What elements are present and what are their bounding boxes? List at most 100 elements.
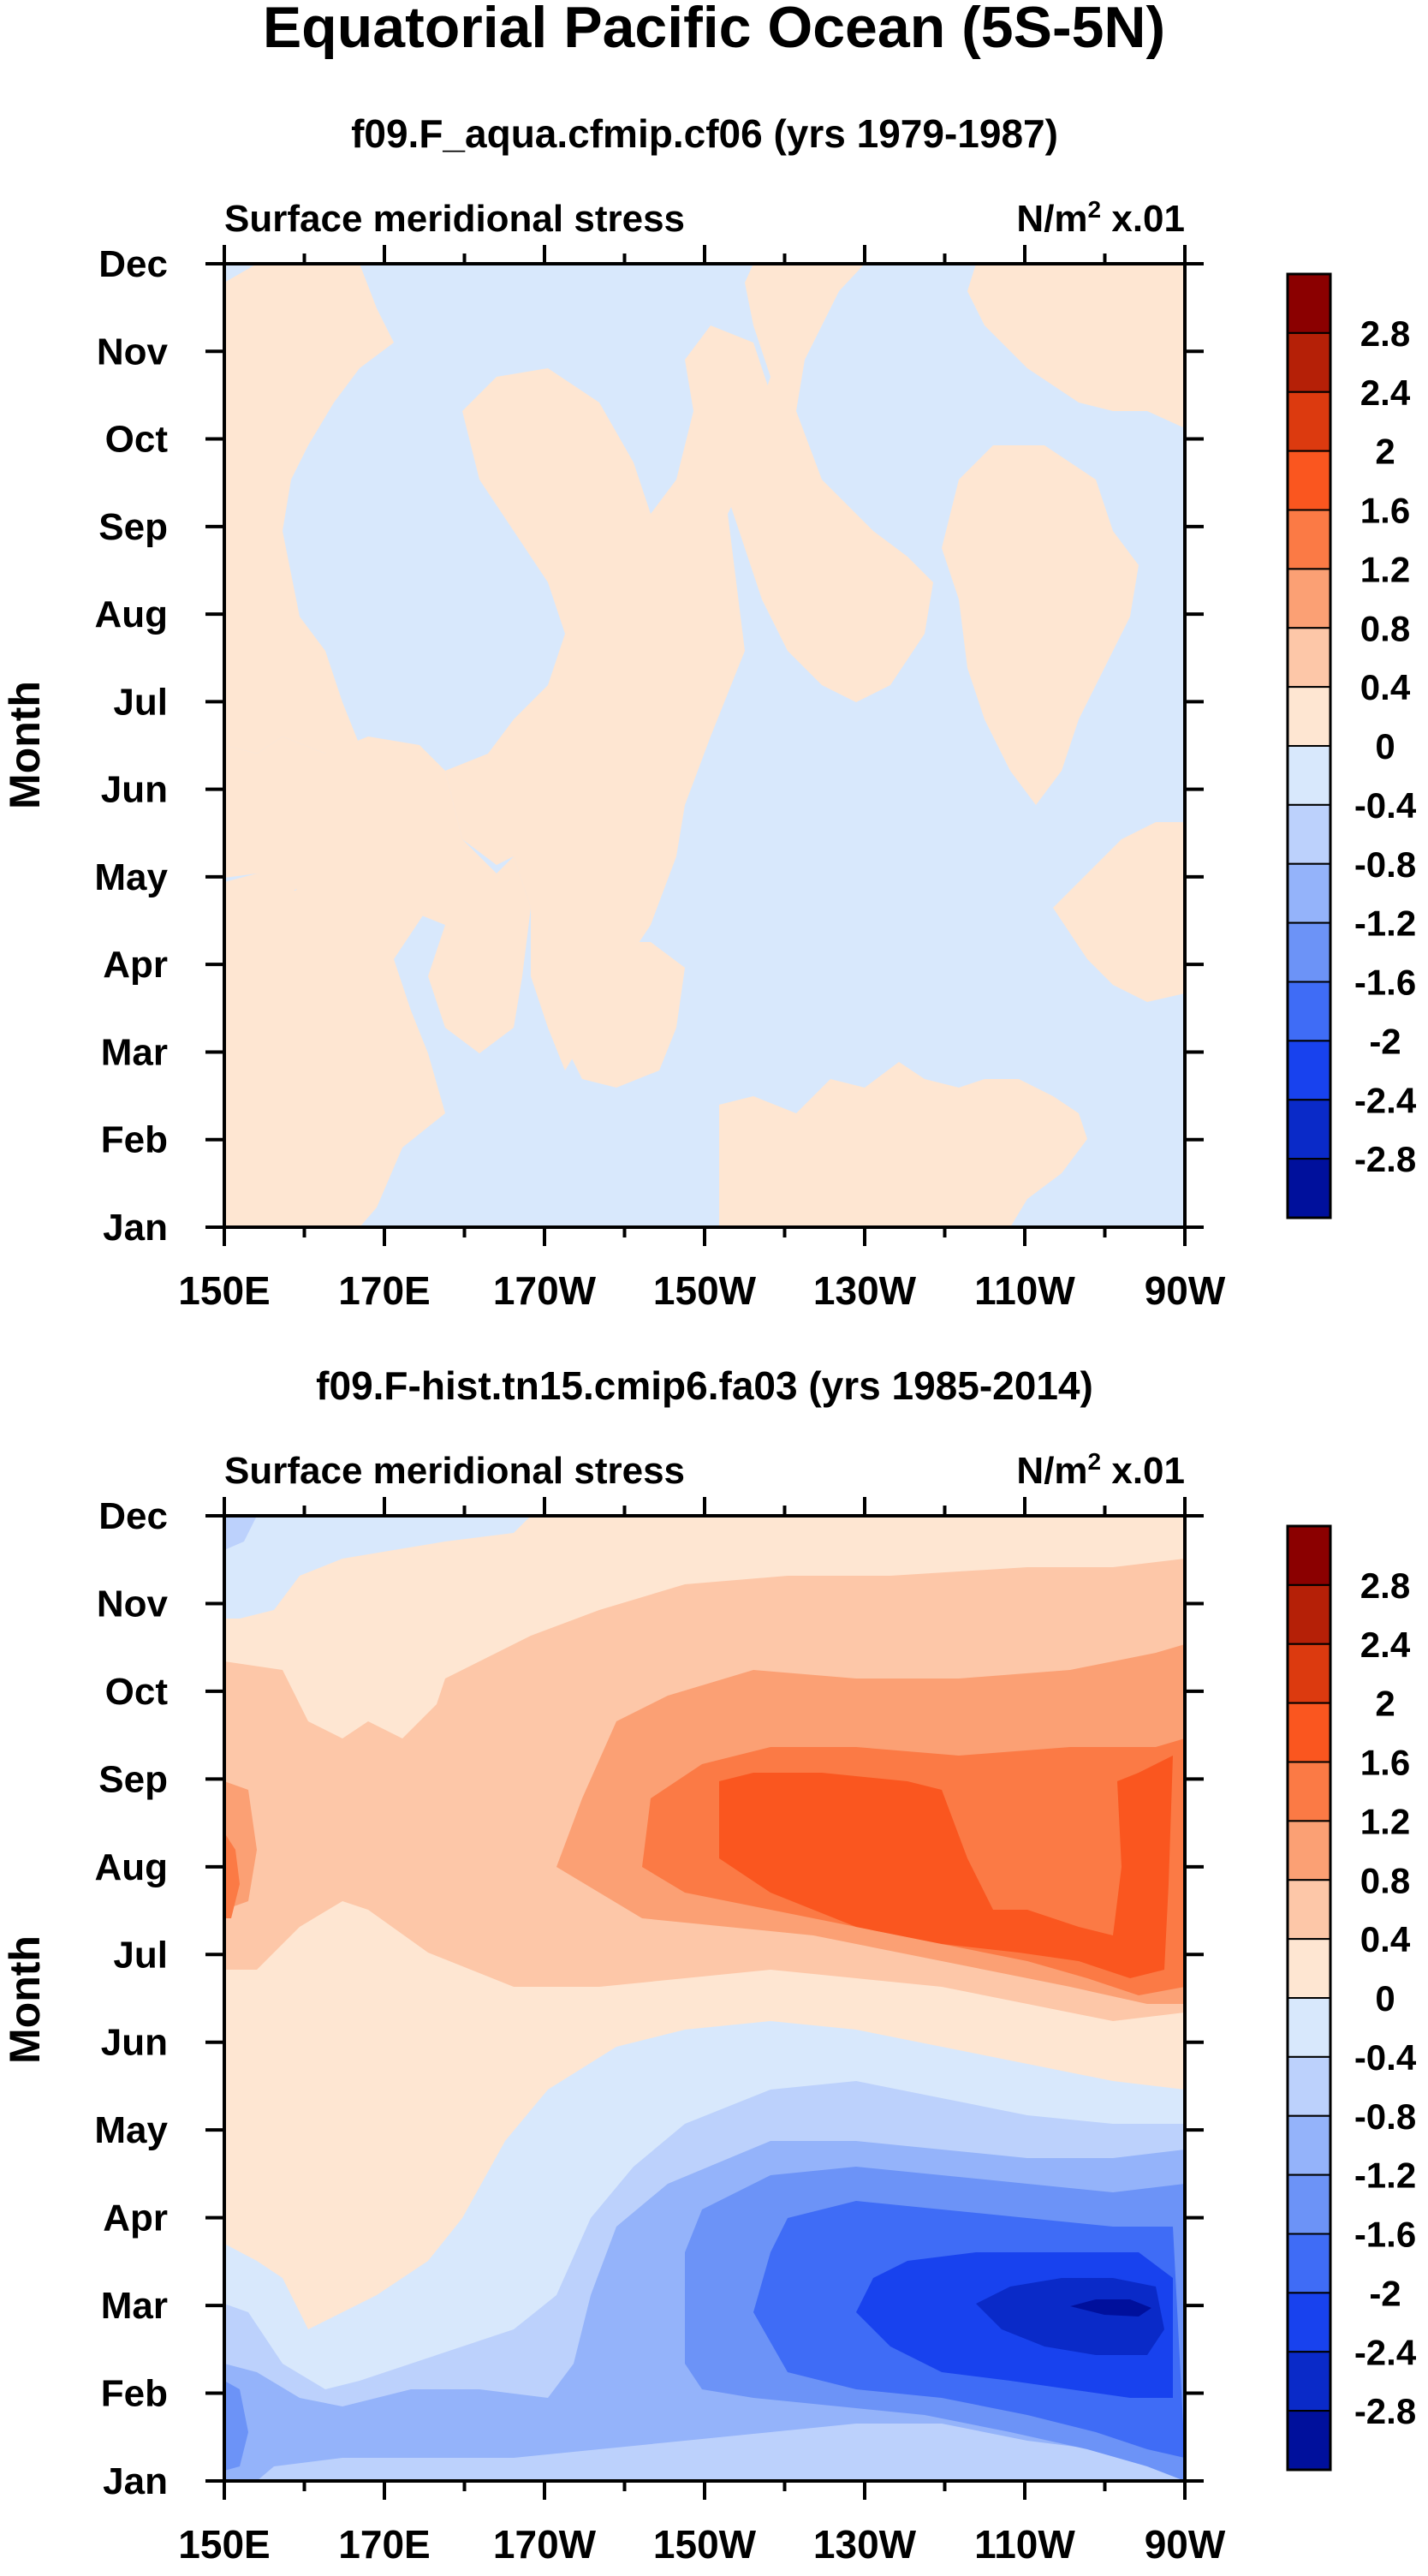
- colorbar-frame: [1286, 1524, 1332, 2472]
- colorbar-swatch: [1287, 2174, 1331, 2235]
- colorbar-swatch: [1287, 2292, 1331, 2353]
- panel-2-month-labels: Jan Feb Mar Apr May Jun Jul Aug Sep Oct Nov Dec: [94, 1495, 168, 2502]
- colorbar-label: -1.2: [1354, 2156, 1416, 2196]
- panel-1-contour-positive-east-mid: [942, 445, 1139, 805]
- month-label-dec: Dec: [98, 243, 168, 285]
- colorbar-label: -2.4: [1354, 2332, 1417, 2372]
- panel-2-units: N/m2 x.01: [1016, 1448, 1185, 1492]
- panel-1-longitude-labels: 150E 170E 170W 150W 130W 110W 90W: [178, 1268, 1226, 1313]
- month-label-sep: Sep: [98, 1758, 168, 1800]
- panel-1-contour-positive-east-north: [728, 264, 933, 702]
- colorbar-label: -2: [1369, 2273, 1401, 2313]
- colorbar-swatch: [1287, 568, 1331, 629]
- month-label-jul: Jul: [113, 1934, 168, 1976]
- colorbar-swatch: [1287, 273, 1331, 334]
- colorbar-swatch: [1287, 686, 1331, 747]
- colorbar-swatch: [1287, 1997, 1331, 2058]
- colorbar-label: 1.6: [1360, 491, 1410, 531]
- colorbar-label: -1.6: [1354, 963, 1416, 1003]
- colorbar-label: 0.4: [1360, 1919, 1411, 1959]
- colorbar-swatch: [1287, 981, 1331, 1042]
- colorbar-swatch: [1287, 1820, 1331, 1881]
- panel-2-contour-neg-northwest: [224, 1516, 531, 1619]
- month-label-nov: Nov: [97, 331, 169, 373]
- panel-2-variable-label: Surface meridional stress: [224, 1450, 685, 1492]
- panel-2-colorbar: 2.8 2.4 2 1.6 1.2 0.8 0.4 0 -0.4 -0.8 -1.2 -1.6 -2 -2…: [1286, 1524, 1417, 2472]
- colorbar-label: 0.4: [1360, 667, 1411, 707]
- panel-2-longitude-labels: 150E 170E 170W 150W 130W 110W 90W: [178, 2522, 1226, 2567]
- colorbar-swatch: [1287, 2114, 1331, 2176]
- panel-1-y-axis-title: Month: [1, 681, 49, 809]
- longitude-label-130w: 130W: [813, 1268, 917, 1313]
- panel-1-subtitle: f09.F_aqua.cfmip.cf06 (yrs 1979-1987): [351, 111, 1058, 156]
- colorbar-swatch: [1287, 1099, 1331, 1160]
- colorbar-swatch: [1287, 1702, 1331, 1763]
- panel-1-units: N/m2 x.01: [1016, 196, 1185, 240]
- panel-1-contour-positive-east-apr: [1053, 822, 1185, 1002]
- figure-title: Equatorial Pacific Ocean (5S-5N): [263, 0, 1165, 60]
- colorbar-frame: [1286, 272, 1332, 1219]
- longitude-label-170e: 170E: [338, 2522, 430, 2567]
- colorbar-swatch: [1287, 1583, 1331, 1645]
- colorbar-label: -0.8: [1354, 844, 1416, 885]
- colorbar-label: 0.8: [1360, 1860, 1410, 1900]
- month-label-dec: Dec: [98, 1495, 168, 1537]
- month-label-mar: Mar: [101, 1031, 168, 1073]
- longitude-label-170e: 170E: [338, 1268, 430, 1313]
- panel-1-contour-positive-jun-jul: [224, 736, 531, 1053]
- colorbar-label: 1.2: [1360, 1801, 1410, 1841]
- month-label-apr: Apr: [103, 944, 168, 986]
- month-label-jan: Jan: [103, 1207, 168, 1249]
- panel-2-contour-1.6-2.0: [719, 1756, 1173, 1978]
- month-label-sep: Sep: [98, 506, 168, 548]
- colorbar-label: 2.8: [1360, 313, 1410, 354]
- panel-1-ticks: [205, 245, 1204, 1246]
- colorbar-label: 2.8: [1360, 1565, 1410, 1606]
- colorbar-label: -2.8: [1354, 1139, 1416, 1179]
- panel-1: f09.F_aqua.cfmip.cf06 (yrs 1979-1987) Su…: [1, 111, 1417, 1313]
- panel-1-month-labels: Jan Feb Mar Apr May Jun Jul Aug Sep Oct Nov Dec: [94, 243, 168, 1249]
- colorbar-label: -2: [1369, 1021, 1401, 1061]
- month-label-aug: Aug: [94, 1846, 168, 1888]
- colorbar-swatch: [1287, 331, 1331, 393]
- panel-1-contour-positive-north: [224, 264, 394, 754]
- colorbar-swatch: [1287, 1643, 1331, 1704]
- colorbar-label: -0.4: [1354, 785, 1417, 826]
- month-label-aug: Aug: [94, 593, 168, 635]
- longitude-label-110w: 110W: [974, 2522, 1075, 2567]
- panel-2-contour-neg-northwest-inner: [224, 1516, 257, 1550]
- longitude-label-150e: 150E: [178, 2522, 270, 2567]
- month-label-may: May: [94, 856, 168, 898]
- colorbar-label: -1.6: [1354, 2215, 1416, 2255]
- colorbar-swatch: [1287, 509, 1331, 570]
- month-label-jan: Jan: [103, 2460, 168, 2502]
- panel-2-contour-neg-below-2.8: [1070, 2299, 1151, 2317]
- colorbar-label: 0: [1375, 726, 1395, 766]
- colorbar-label: 2: [1375, 432, 1395, 472]
- month-label-may: May: [94, 2109, 168, 2151]
- panel-2: f09.F-hist.tn15.cmip6.fa03 (yrs 1985-201…: [1, 1363, 1417, 2567]
- colorbar-swatch: [1287, 1938, 1331, 1999]
- colorbar-label: -2.8: [1354, 2391, 1416, 2431]
- colorbar-swatch: [1287, 1879, 1331, 1941]
- panel-1-colorbar: 2.8 2.4 2 1.6 1.2 0.8 0.4 0 -0.4 -0.8 -1.2 -1.6 -2 -2…: [1286, 272, 1417, 1219]
- colorbar-label: 1.2: [1360, 549, 1410, 589]
- colorbar-swatch: [1287, 745, 1331, 806]
- panel-2-plot-area: [224, 1516, 1185, 2481]
- colorbar-swatch: [1287, 1040, 1331, 1101]
- colorbar-swatch: [1287, 450, 1331, 511]
- longitude-label-90w: 90W: [1145, 1268, 1226, 1313]
- panel-1-contour-positive-mid-apr: [556, 942, 685, 1088]
- colorbar-label: 2.4: [1360, 1625, 1411, 1665]
- longitude-label-150e: 150E: [178, 1268, 270, 1313]
- panel-1-contour-positive-west: [224, 865, 445, 1227]
- month-label-feb: Feb: [101, 1119, 168, 1161]
- colorbar-swatch: [1287, 2233, 1331, 2294]
- month-label-jul: Jul: [113, 681, 168, 723]
- panel-1-contour-positive-southeast: [719, 1062, 1087, 1227]
- panel-2-contour-neg-1.2-1.6-west: [224, 2381, 248, 2471]
- panel-2-ticks: [205, 1497, 1204, 2500]
- longitude-label-150w: 150W: [653, 1268, 757, 1313]
- colorbar-swatch: [1287, 803, 1331, 865]
